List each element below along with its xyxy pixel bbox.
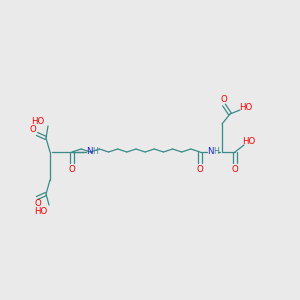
Text: HO: HO <box>239 103 253 112</box>
Text: O: O <box>232 164 238 173</box>
Text: N: N <box>207 146 213 155</box>
Text: HO: HO <box>242 136 256 146</box>
Text: N: N <box>86 146 92 155</box>
Text: H: H <box>213 147 219 156</box>
Text: O: O <box>34 200 41 208</box>
Text: O: O <box>30 125 36 134</box>
Text: O: O <box>196 164 203 173</box>
Text: O: O <box>69 164 75 173</box>
Text: H: H <box>92 147 98 156</box>
Text: HO: HO <box>34 206 48 215</box>
Text: O: O <box>220 94 227 103</box>
Text: HO: HO <box>32 118 45 127</box>
